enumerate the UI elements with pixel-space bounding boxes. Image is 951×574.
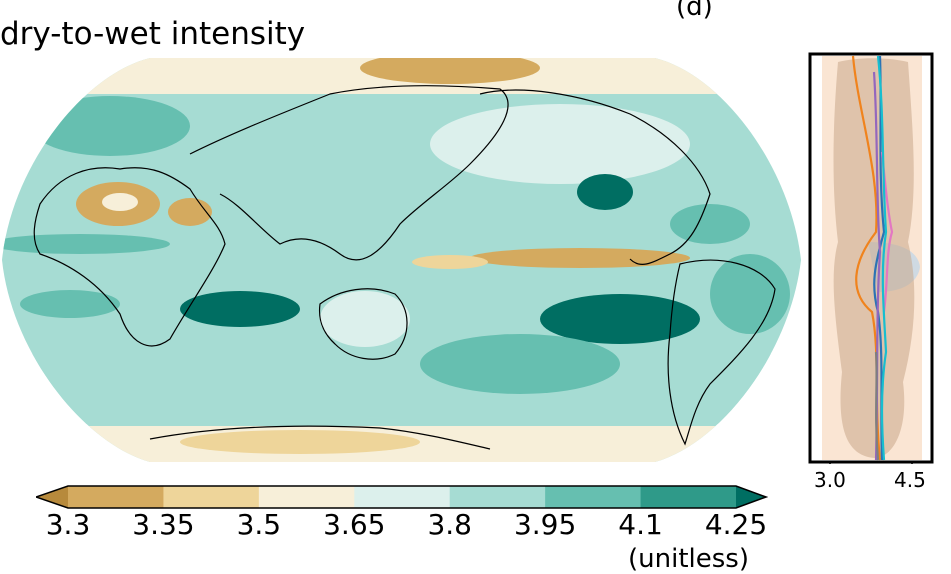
side-tick-label-2: 4.5 — [894, 468, 926, 492]
region-ne-pacific — [577, 174, 633, 210]
region-caribbean — [670, 204, 750, 244]
colorbar — [36, 485, 768, 509]
colorbar-segment — [354, 486, 451, 508]
colorbar-tick-label: 3.65 — [323, 508, 386, 541]
colorbar-segment — [163, 486, 260, 508]
region-north-atlantic — [30, 96, 190, 156]
region-arabia — [168, 198, 212, 226]
colorbar-tick-label: 3.8 — [427, 508, 472, 541]
colorbar-units: (unitless) — [628, 544, 749, 574]
side-tick-label-1: 3.0 — [814, 468, 846, 492]
coastline-africa-eurasia — [33, 167, 226, 347]
coastline-north-america — [479, 89, 711, 266]
colorbar-segment — [68, 486, 164, 508]
colorbar-segment — [258, 486, 355, 508]
coastlines — [33, 85, 776, 450]
region-equatorial-pacific — [470, 248, 690, 268]
region-antarctic-brown — [180, 430, 420, 454]
colorbar-extend-high — [736, 486, 766, 508]
colorbar-segment — [640, 486, 737, 508]
coastline-antarctica — [149, 425, 491, 450]
colorbar-tick-label: 3.5 — [236, 508, 282, 541]
colorbar-tick-label: 3.35 — [132, 508, 195, 541]
region-south-pacific — [420, 334, 620, 394]
map-title: dry-to-wet intensity — [0, 14, 305, 54]
colorbar-segment — [449, 486, 546, 508]
region-south-atlantic — [20, 290, 120, 318]
coastline-australia — [318, 288, 408, 360]
region-australia — [320, 291, 410, 347]
coastline-asia — [189, 85, 509, 261]
colorbar-outline — [36, 485, 768, 509]
title-text: dry-to-wet intensity — [0, 16, 306, 52]
colorbar-tick-label: 3.95 — [513, 508, 577, 541]
colorbar-tick-label: 3.3 — [45, 508, 91, 541]
region-arctic-siberia — [360, 58, 540, 84]
region-east-asia — [310, 104, 410, 164]
side-line-6 — [874, 351, 880, 461]
side-panel-frame — [808, 52, 934, 464]
colorbar-tick-label: 4.1 — [618, 508, 663, 541]
side-line-2 — [873, 55, 886, 461]
region-south-indian — [180, 291, 300, 327]
coastline-south-america — [667, 259, 776, 446]
side-line-4 — [876, 55, 888, 461]
panel-label-d: (d) — [676, 0, 713, 22]
colorbar-extend-low — [36, 486, 68, 508]
region-north-pacific — [430, 104, 690, 184]
region-sahara-core — [102, 193, 138, 211]
side-line-3 — [880, 151, 894, 313]
side-panel-plot — [808, 52, 934, 464]
region-amazon — [710, 254, 790, 334]
side-shade-brown — [833, 58, 915, 458]
colorbar-tick-label: 4.25 — [704, 508, 768, 541]
colorbar-segment — [545, 486, 642, 508]
region-warm-pool — [412, 255, 488, 269]
region-se-pacific — [540, 294, 700, 344]
world-map — [2, 58, 801, 462]
band-southern-ocean — [2, 354, 801, 424]
